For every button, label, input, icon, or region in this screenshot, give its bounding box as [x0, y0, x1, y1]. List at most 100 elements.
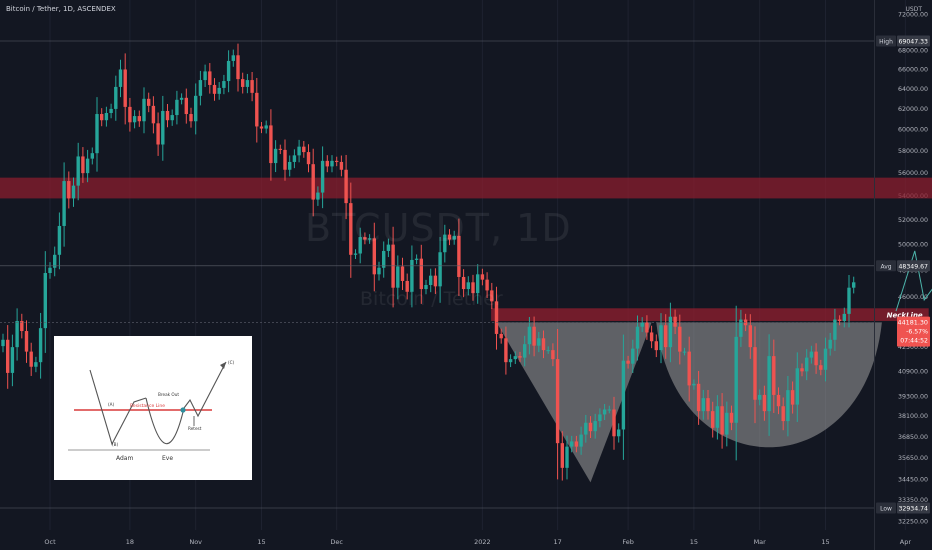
candle-body: [480, 274, 485, 280]
x-tick-label: Apr: [900, 538, 912, 546]
x-tick-label: 15: [821, 538, 829, 546]
diagram-eve-curve: [145, 397, 185, 445]
candle-body: [476, 274, 480, 294]
candle-body: [776, 394, 781, 407]
candle-body: [584, 422, 588, 435]
candle-body: [10, 347, 15, 373]
candle-body: [805, 357, 809, 372]
y-tick-label: 35650.00: [898, 455, 928, 462]
y-tick-label: 64000.00: [898, 86, 928, 93]
candle-body: [306, 152, 311, 165]
last-price-badge: [897, 316, 930, 347]
candle-body: [443, 234, 447, 253]
projection-path: [895, 250, 932, 312]
candle-body: [762, 394, 767, 412]
candle-body: [118, 69, 123, 87]
candle-body: [673, 316, 677, 327]
candle-body: [57, 225, 62, 255]
x-tick-label: Nov: [189, 538, 202, 546]
neckline-label: NeckLine: [887, 312, 923, 320]
candle-body: [114, 86, 118, 109]
avg-tag: [876, 260, 896, 272]
candle-body: [706, 398, 710, 412]
candle-body: [95, 114, 99, 154]
candle-body: [640, 322, 644, 327]
candle-body: [579, 434, 583, 447]
candle-body: [85, 158, 90, 174]
candle-body: [715, 406, 720, 428]
candle-body: [664, 325, 668, 348]
diagram-adam-label: Adam: [116, 455, 133, 462]
last-change-label: -6.57%: [906, 329, 928, 336]
candle-body: [170, 115, 174, 121]
candle-body: [852, 282, 856, 288]
candle-body: [551, 350, 555, 360]
candle-body: [198, 80, 203, 96]
diagram-breakout-label: Break Out: [158, 392, 179, 397]
candle-body: [767, 356, 771, 412]
candle-body: [53, 254, 57, 268]
diagram-pattern-path: [89, 369, 147, 446]
candle-body: [245, 80, 250, 87]
candle-body: [659, 325, 663, 351]
candle-body: [339, 161, 344, 170]
candle-body: [654, 341, 658, 351]
candle-body: [617, 429, 621, 437]
y-tick-label: 34450.00: [898, 477, 928, 484]
candle-body: [781, 406, 785, 422]
candle-body: [400, 266, 405, 281]
candle-body: [668, 316, 673, 348]
candle-body: [250, 80, 254, 93]
avg-value-label: 48349.67: [898, 263, 928, 270]
candle-body: [316, 192, 320, 200]
y-tick-label: 58000.00: [898, 148, 928, 155]
candle-body: [264, 125, 268, 129]
candle-body: [490, 290, 494, 302]
last-price-label: 44181.30: [898, 319, 929, 327]
candle-body: [734, 336, 738, 423]
candle-body: [635, 326, 640, 349]
x-tick-label: Mar: [754, 538, 767, 546]
resistance-zone: [0, 177, 932, 199]
candle-body: [598, 414, 602, 422]
candle-body: [701, 398, 705, 412]
candle-body: [156, 123, 160, 145]
candle-body: [283, 149, 287, 170]
candle-body: [602, 409, 607, 415]
candle-body: [353, 253, 358, 255]
candle-body: [461, 276, 466, 290]
candle-body: [165, 110, 170, 121]
diagram-retest-label: Retest: [188, 426, 202, 431]
candle-body: [790, 390, 795, 405]
candle-body: [429, 275, 433, 285]
candle-body: [358, 237, 362, 254]
candle-body: [546, 350, 550, 352]
candle-body: [772, 356, 776, 395]
low-tag: [876, 502, 896, 514]
diagram-eve-label: Eve: [162, 455, 173, 462]
candle-body: [302, 146, 306, 153]
high-value-box: [897, 35, 930, 47]
y-tick-label: 39300.00: [898, 394, 928, 401]
y-tick-label: 38100.00: [898, 413, 928, 420]
candle-body: [612, 409, 616, 437]
candle-body: [203, 71, 207, 81]
candle-body: [29, 351, 33, 367]
candle-body: [100, 114, 104, 121]
candle-body: [147, 98, 151, 106]
candle-body: [278, 148, 282, 150]
candle-body: [367, 238, 372, 240]
candle-body: [335, 160, 339, 162]
candle-body: [330, 160, 334, 167]
candle-body: [692, 383, 696, 386]
adam-eve-pattern-diagram: Resistance Line Break Out Retest (A) (B)…: [54, 336, 252, 480]
candle-body: [6, 339, 10, 373]
candle-body: [62, 181, 66, 226]
candle-body: [424, 284, 428, 290]
bar-countdown-label: 07:44:52: [900, 338, 928, 345]
candle-body: [593, 421, 597, 432]
candle-body: [236, 55, 240, 80]
candle-body: [297, 146, 301, 156]
candle-body: [151, 105, 156, 124]
candle-body: [748, 325, 752, 348]
